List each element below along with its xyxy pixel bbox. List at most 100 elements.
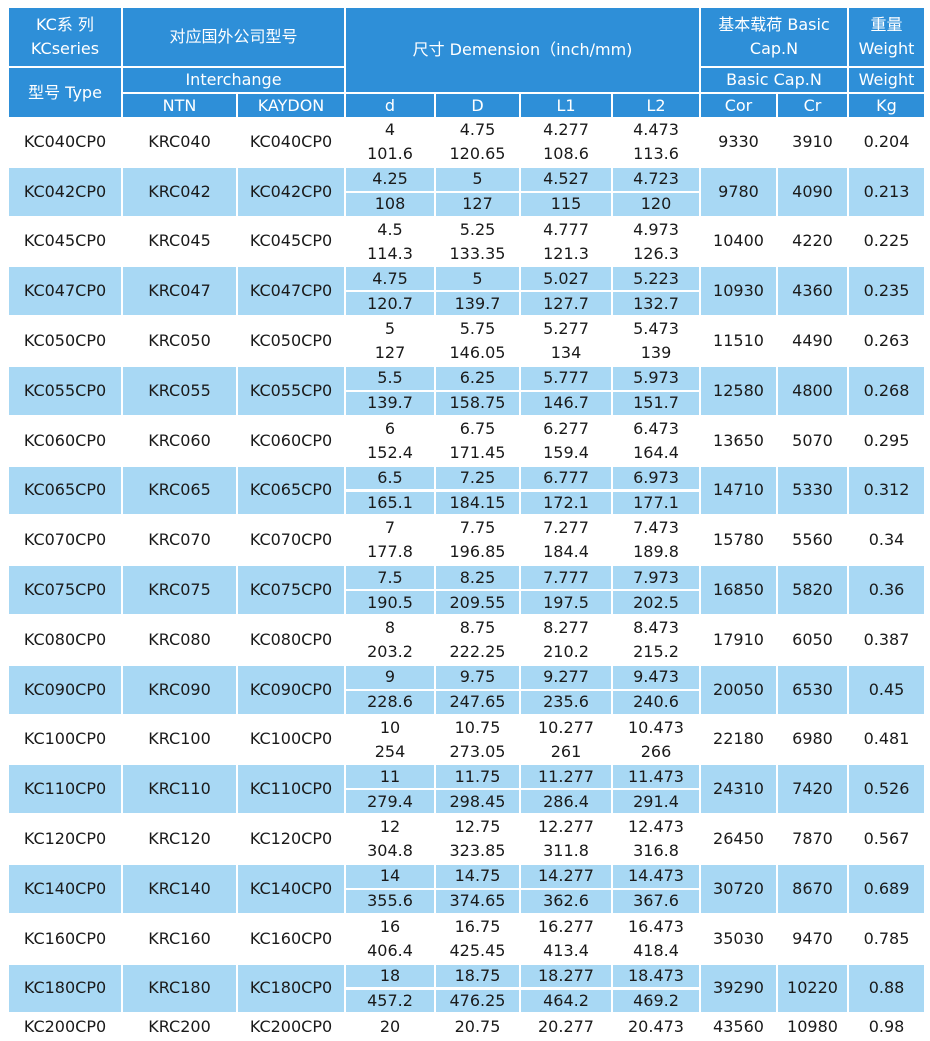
- type-cell: KC065CP0: [9, 466, 121, 515]
- type-cell: KC045CP0: [9, 218, 121, 266]
- cell-text: KC040CP0: [23, 131, 107, 151]
- dimension-cell: 240.6: [613, 690, 699, 714]
- cell-text: 0.235: [863, 281, 910, 301]
- cell-text: 0.88: [868, 978, 905, 998]
- cor-cell: 10930: [701, 267, 776, 316]
- cell-text: 0.45: [868, 679, 905, 699]
- cell-text: KRC047: [148, 281, 211, 301]
- dimension-cell: 4.25: [346, 167, 434, 191]
- cr-cell: 6050: [778, 616, 847, 664]
- cr-cell: 3910: [778, 118, 847, 166]
- cr-cell: 6980: [778, 716, 847, 764]
- dimension-cell: 464.2: [521, 989, 611, 1013]
- cell-text: 5: [384, 319, 396, 339]
- cell-text: 6.473: [633, 418, 679, 438]
- kaydon-cell: KC040CP0: [238, 118, 344, 166]
- cell-text: KC110CP0: [23, 779, 107, 799]
- cell-text: 10.75: [454, 717, 501, 737]
- dimension-cell: 291.4: [613, 790, 699, 814]
- cell-text: 8.473: [633, 617, 679, 637]
- dimension-cell: 6.5: [346, 466, 434, 490]
- ntn-cell: KRC080: [123, 616, 236, 664]
- cell-text: KRC065: [148, 480, 211, 500]
- header-cell: Basic Cap.N: [701, 68, 847, 92]
- dimension-cell: 9.277: [521, 665, 611, 689]
- column-header: d: [346, 94, 434, 117]
- ntn-cell: KRC075: [123, 566, 236, 614]
- cell-text: 184.15: [449, 492, 506, 512]
- dimension-cell: 4.75 120.65: [436, 118, 519, 166]
- cell-text: 16: [379, 916, 401, 936]
- dimension-cell: 197.5: [521, 591, 611, 614]
- cell-text: 4490: [792, 331, 833, 351]
- cell-text: 209.55: [449, 592, 506, 612]
- dimension-cell: 235.6: [521, 690, 611, 714]
- dimension-cell: 8.277 210.2: [521, 616, 611, 664]
- cell-text: 127: [462, 194, 493, 214]
- cell-text: 11: [379, 766, 401, 786]
- dimension-cell: 12.277 311.8: [521, 815, 611, 863]
- cell-text: 171.45: [449, 442, 506, 462]
- cell-text: 20050: [713, 679, 764, 699]
- cell-text: KRC060: [148, 430, 211, 450]
- kg-cell: 0.34: [849, 516, 924, 564]
- dimension-cell: 4 101.6: [346, 118, 434, 166]
- dimension-cell: 6.973: [613, 466, 699, 490]
- cell-text: 20.473: [628, 1017, 684, 1037]
- kaydon-cell: KC050CP0: [238, 317, 344, 365]
- cell-text: KRC075: [148, 580, 211, 600]
- cell-text: KC050CP0: [23, 331, 107, 351]
- type-cell: KC050CP0: [9, 317, 121, 365]
- cell-text: KC100CP0: [23, 729, 107, 749]
- dimension-cell: 12 304.8: [346, 815, 434, 863]
- cell-text: 基本载荷 Basic: [718, 15, 830, 34]
- cell-text: 3910: [792, 131, 833, 151]
- cell-text: 139.7: [454, 293, 501, 313]
- kg-cell: 0.225: [849, 218, 924, 266]
- cell-text: 35030: [713, 928, 764, 948]
- dimension-cell: 18.473: [613, 964, 699, 988]
- dimension-cell: 172.1: [521, 491, 611, 515]
- cell-text: 8.277: [543, 617, 589, 637]
- cell-text: KRC140: [148, 878, 211, 898]
- cell-text: 228.6: [367, 692, 413, 712]
- cell-text: 108.6: [543, 143, 589, 163]
- cor-cell: 24310: [701, 765, 776, 814]
- cell-text: KAYDON: [257, 95, 325, 115]
- ntn-cell: KRC180: [123, 964, 236, 1013]
- dimension-cell: 20: [346, 1014, 434, 1040]
- cell-text: 132.7: [633, 293, 679, 313]
- cell-text: 12: [379, 817, 401, 837]
- cell-text: 0.567: [863, 829, 910, 849]
- cell-text: 11.473: [628, 766, 684, 786]
- dimension-cell: 8.473 215.2: [613, 616, 699, 664]
- header-cell: Weight: [849, 68, 924, 92]
- dimension-cell: 374.65: [436, 889, 519, 913]
- cr-cell: 4800: [778, 367, 847, 415]
- cell-text: 291.4: [633, 791, 679, 811]
- dimension-cell: 9.473: [613, 665, 699, 689]
- cell-text: 型号 Type: [28, 82, 102, 102]
- ntn-cell: KRC055: [123, 367, 236, 415]
- dimension-cell: 7 177.8: [346, 516, 434, 564]
- cell-text: 14710: [713, 480, 764, 500]
- cell-text: 7.777: [543, 567, 589, 587]
- cell-text: 9780: [718, 181, 759, 201]
- cell-text: 39290: [713, 978, 764, 998]
- kg-cell: 0.481: [849, 716, 924, 764]
- cell-text: KRC070: [148, 530, 211, 550]
- cell-text: KCseries: [30, 39, 100, 58]
- dimension-cell: 11: [346, 765, 434, 789]
- cell-text: 134: [550, 343, 582, 363]
- dimension-cell: 6 152.4: [346, 417, 434, 465]
- cell-text: 0.34: [868, 530, 905, 550]
- cell-text: 189.8: [633, 542, 679, 562]
- cell-text: 17910: [713, 629, 764, 649]
- dimension-cell: 9: [346, 665, 434, 689]
- cell-text: 464.2: [543, 990, 589, 1010]
- cor-cell: 10400: [701, 218, 776, 266]
- ntn-cell: KRC050: [123, 317, 236, 365]
- type-cell: KC075CP0: [9, 566, 121, 614]
- cell-text: 4.473: [633, 119, 679, 139]
- dimension-cell: 7.5: [346, 566, 434, 590]
